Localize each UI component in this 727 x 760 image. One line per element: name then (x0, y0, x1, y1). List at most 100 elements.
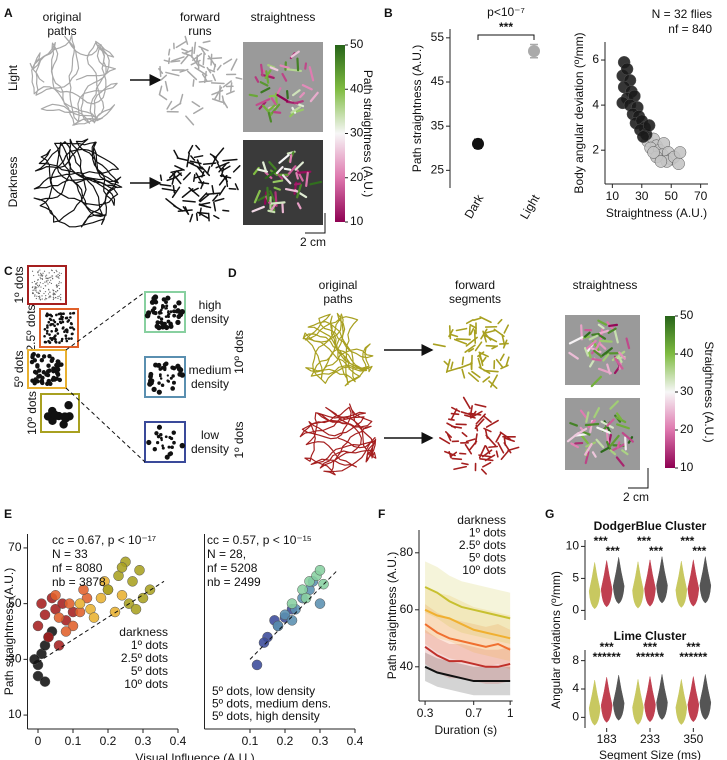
point (116, 562, 128, 573)
row-label: Darkness (6, 157, 20, 208)
run-segment (625, 337, 631, 350)
colorbar (335, 45, 345, 222)
axis-label: Path straightness (A.U.) (385, 552, 399, 679)
run-segment (568, 351, 579, 360)
run-segment (500, 450, 510, 461)
run-segment (600, 446, 610, 453)
run-segment (207, 68, 216, 73)
stimulus-dot (36, 286, 38, 288)
y-tick-label: 35 (431, 118, 445, 132)
run-segment (609, 449, 617, 456)
run-segment (278, 153, 290, 164)
stimulus-dot (161, 306, 164, 310)
run-segment (199, 193, 210, 203)
stimulus-dot (37, 295, 40, 298)
point (36, 598, 47, 609)
run-segment (202, 52, 205, 66)
run-segment (599, 347, 613, 358)
stimulus-dot (52, 292, 54, 294)
stimulus-dot (159, 320, 164, 325)
stimulus-dot (31, 281, 33, 284)
stimulus-dot (44, 340, 48, 344)
x-tick-label: 10 (606, 189, 620, 203)
stimulus-dot (58, 277, 60, 279)
run-segment (284, 187, 299, 193)
violin (600, 560, 613, 608)
stimulus-dot (60, 412, 70, 421)
colorbar-tick-label: 30 (350, 126, 364, 140)
run-segment (211, 98, 224, 103)
point (647, 146, 660, 159)
density-label: medium (189, 363, 232, 377)
run-segment (275, 166, 284, 175)
stimulus-dot (48, 277, 50, 279)
run-segment (469, 405, 473, 417)
stimulus-dot (151, 295, 157, 302)
axis-label: Body angular deviation (º/mm) (572, 32, 586, 193)
annotation: nf = 8080 (52, 561, 103, 575)
significance: *** (680, 534, 694, 548)
run-segment (269, 202, 277, 213)
run-segment (260, 63, 264, 77)
stimulus-box (27, 265, 67, 305)
stimulus-dot (65, 339, 69, 343)
run-segment (175, 40, 187, 49)
stimulus-dot (60, 317, 64, 321)
run-segment (270, 201, 286, 205)
violin (644, 559, 656, 607)
run-segment (182, 200, 196, 203)
run-segment (606, 418, 615, 427)
stimulus-dot (153, 362, 159, 368)
y-tick-label: 70 (8, 540, 22, 554)
run-segment (495, 358, 504, 369)
stimulus-dot (166, 374, 169, 377)
stimulus-dot (36, 368, 42, 373)
stimulus-dot (41, 275, 43, 277)
colorbar-tick-label: 20 (680, 422, 694, 436)
run-segment (216, 64, 222, 71)
run-segment (290, 50, 300, 58)
run-segment (617, 355, 623, 364)
run-segment (185, 115, 195, 126)
point (258, 637, 270, 648)
run-segment (598, 342, 607, 350)
run-segment (281, 174, 292, 185)
violin (687, 676, 700, 723)
run-segment (482, 330, 487, 343)
run-segment (225, 175, 229, 188)
stimulus-dot (157, 315, 161, 319)
run-segment (234, 183, 239, 191)
stimulus-dot (156, 362, 162, 368)
run-segment (570, 442, 579, 449)
stimulus-dot (51, 277, 54, 279)
run-segment (173, 204, 184, 212)
y-tick-label: 50 (8, 596, 22, 610)
run-segment (474, 403, 487, 408)
stimulus-dot (49, 291, 51, 294)
legend-label: 5º dots (131, 664, 168, 678)
stimulus-dot (171, 374, 175, 378)
legend-label: 5º dots, medium dens. (212, 697, 331, 711)
run-segment (270, 103, 281, 116)
run-segment (268, 161, 277, 170)
significance-bracket (477, 34, 535, 40)
stimulus-dot (165, 295, 171, 301)
size-label: 10º dots (25, 391, 39, 435)
run-segment (301, 84, 313, 91)
stimulus-dot (35, 290, 37, 292)
run-segment (493, 328, 505, 338)
run-segment (266, 186, 270, 203)
y-tick-label: 6 (592, 52, 599, 66)
run-segment (450, 361, 454, 370)
point (78, 584, 89, 595)
panel-letter: E (4, 507, 12, 521)
stimulus-dot (52, 298, 54, 301)
stimulus-dot (179, 308, 185, 315)
stimulus-dot (47, 353, 52, 359)
run-segment (479, 316, 492, 324)
violin (656, 674, 668, 720)
run-segment (170, 60, 181, 63)
run-segment (174, 165, 185, 171)
